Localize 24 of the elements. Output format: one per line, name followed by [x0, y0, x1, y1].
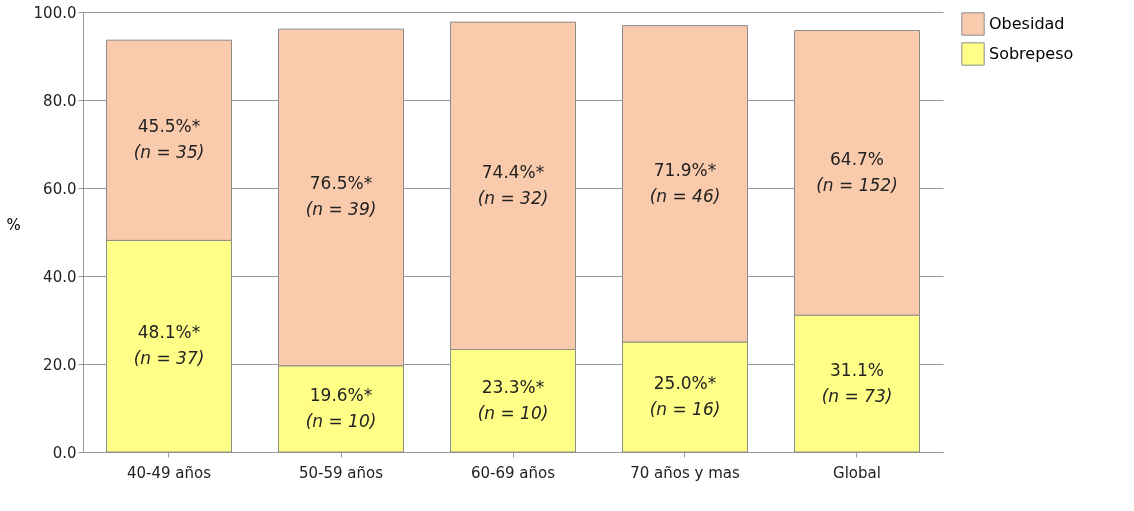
y-axis-title: % [6, 215, 21, 234]
text: 25.0%* (n = 16) [649, 373, 721, 419]
y-tick-label: 80.0 [43, 91, 77, 110]
text: 31.1% (n = 73) [821, 359, 893, 406]
text: 19.6%* (n = 10) [305, 384, 377, 431]
text: 76.5%* (n = 39) [305, 173, 377, 220]
y-tick-label: 20.0 [43, 355, 77, 374]
x-tick-label: 60-69 años [470, 463, 556, 482]
text: 64.7% (n = 152) [816, 148, 898, 195]
y-tick-label: 100.0 [33, 3, 77, 22]
x-tick-label: 40-49 años [126, 463, 212, 482]
y-tick-label: 40.0 [43, 267, 77, 286]
text: 48.1%* (n = 37) [133, 322, 205, 369]
y-tick-label: 0.0 [52, 443, 77, 462]
text: 23.3%* (n = 10) [477, 376, 549, 423]
x-tick-label: 70 años y mas [630, 463, 740, 482]
text: 71.9%* (n = 46) [649, 159, 721, 206]
y-tick-label: 60.0 [43, 179, 77, 198]
text: 45.5%* (n = 35) [133, 116, 205, 163]
x-tick-label: 50-59 años [298, 463, 384, 482]
text: 74.4%* (n = 32) [477, 161, 549, 208]
legend-label: Obesidad [989, 14, 1065, 33]
x-tick-label: Global [833, 463, 881, 482]
legend-label: Sobrepeso [989, 44, 1074, 63]
